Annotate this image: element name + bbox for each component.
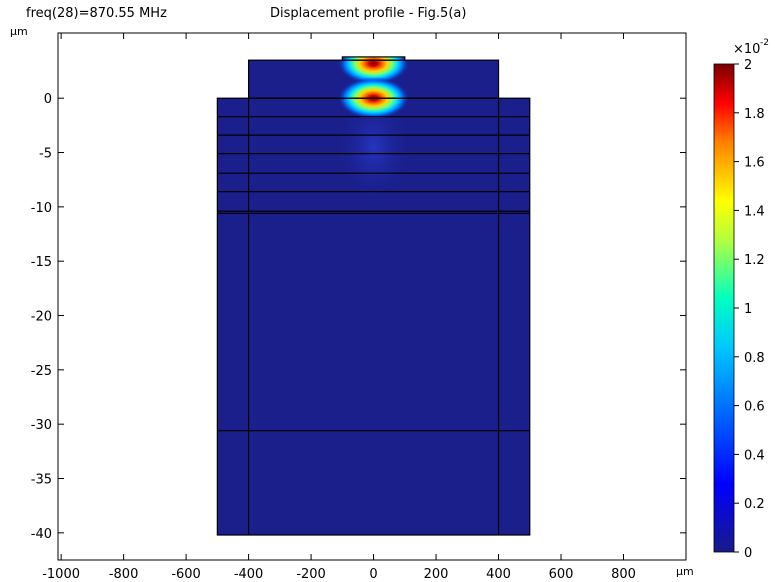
colorbar — [713, 63, 735, 553]
y-tick-label-8: -40 — [31, 527, 52, 542]
x-tick-label-9: 800 — [611, 567, 636, 582]
x-tick-label-4: -200 — [296, 567, 326, 582]
y-tick-label-4: -20 — [31, 310, 52, 325]
x-tick-label-8: 600 — [549, 567, 574, 582]
colorbar-tick-label-9: 1.8 — [744, 107, 765, 122]
colorbar-tick-label-1: 0.2 — [744, 497, 765, 512]
y-tick-label-7: -35 — [31, 473, 52, 488]
y-tick-label-0: 0 — [44, 92, 52, 107]
colorbar-tick-label-0: 0 — [744, 546, 752, 561]
y-axis: 0 -5 -10 -15 -20 -25 -30 -35 -40 — [31, 92, 686, 542]
x-tick-label-6: 200 — [424, 567, 449, 582]
x-tick-label-5: 0 — [369, 567, 377, 582]
colorbar-tick-label-8: 1.6 — [744, 156, 765, 171]
x-tick-label-0: -1000 — [42, 567, 80, 582]
electrode-outline — [341, 56, 406, 61]
decay-glow — [335, 92, 412, 203]
y-tick-label-5: -25 — [31, 364, 52, 379]
colorbar-exponent-base: ×10 — [733, 42, 760, 57]
x-tick-label-1: -800 — [109, 567, 139, 582]
y-unit-label: µm — [10, 25, 28, 38]
y-tick-label-1: -5 — [39, 147, 52, 162]
x-tick-label-3: -400 — [234, 567, 264, 582]
x-axis: -1000 -800 -600 -400 -200 0 200 400 600 800 — [42, 33, 636, 582]
colorbar-tick-label-5: 1 — [744, 302, 752, 317]
colorbar-exponent: -2 — [760, 38, 769, 48]
colorbar-tick-label-2: 0.4 — [744, 448, 765, 463]
structure-layer — [216, 56, 531, 536]
colorbar-tick-label-3: 0.6 — [744, 400, 765, 415]
x-tick-label-2: -600 — [171, 567, 201, 582]
colorbar-tick-label-6: 1.2 — [744, 253, 765, 268]
y-tick-label-3: -15 — [31, 255, 52, 270]
colorbar-tick-label-10: 2 — [744, 58, 752, 73]
hotspot-1 — [337, 56, 410, 85]
plot-frame — [57, 32, 687, 561]
colorbar-tick-label-7: 1.4 — [744, 204, 765, 219]
frequency-label: freq(28)=870.55 MHz — [26, 6, 167, 21]
y-tick-label-2: -10 — [31, 201, 52, 216]
x-tick-label-7: 400 — [486, 567, 511, 582]
colorbar-tick-label-4: 0.8 — [744, 351, 765, 366]
field-glow — [335, 56, 412, 203]
plot-title: Displacement profile - Fig.5(a) — [270, 6, 467, 21]
x-unit-label: µm — [676, 565, 694, 578]
y-tick-label-6: -30 — [31, 418, 52, 433]
colorbar-ticks: 0 0.2 0.4 0.6 0.8 1 1.2 1.4 1.6 1.8 2 — [734, 58, 765, 561]
